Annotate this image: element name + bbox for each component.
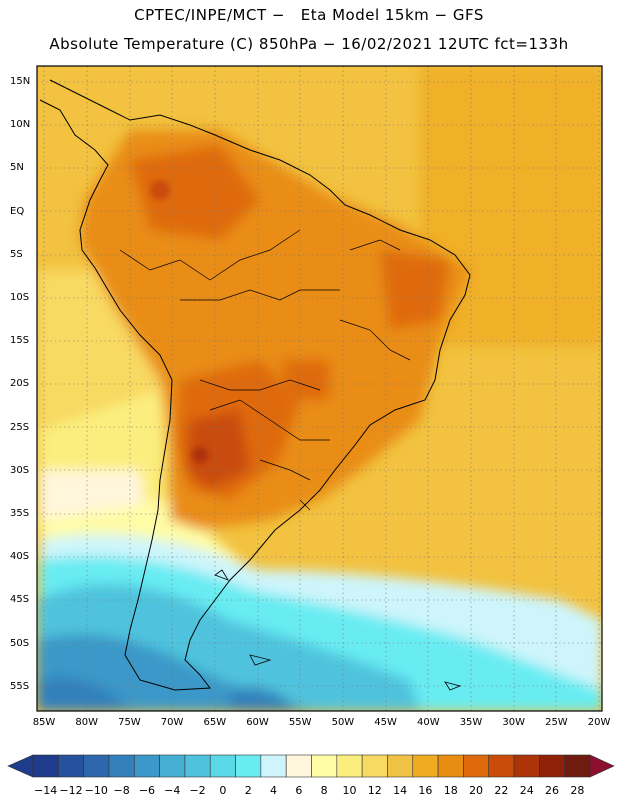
colorbar-swatch	[513, 754, 540, 778]
colorbar-swatch	[437, 754, 464, 778]
colorbar-label: 8	[320, 784, 328, 797]
colorbar-swatch	[463, 754, 490, 778]
colorbar-label: 16	[418, 784, 433, 797]
colorbar-swatch	[159, 754, 186, 778]
coastline	[39, 79, 471, 691]
colorbar-swatch	[235, 754, 262, 778]
colorbar-swatch	[361, 754, 388, 778]
title-line-1: CPTEC/INPE/MCT − Eta Model 15km − GFS	[134, 6, 484, 24]
colorbar-label: −4	[164, 784, 181, 797]
colorbar-swatch	[336, 754, 363, 778]
lon-label-60w: 60W	[246, 717, 269, 728]
colorbar-swatch	[539, 754, 565, 778]
lat-label-50s: 50S	[10, 637, 30, 649]
colorbar-swatch	[311, 754, 338, 778]
colorbar-arrow-right	[589, 754, 615, 778]
colorbar-label: 14	[393, 784, 408, 797]
title-line-2: Absolute Temperature (C) 850hPa − 16/02/…	[49, 35, 569, 53]
colorbar-label: −14	[34, 784, 58, 797]
lon-label-25w: 25W	[545, 717, 568, 728]
colorbar-label: −12	[59, 784, 83, 797]
lat-label-5n: 5N	[10, 162, 24, 174]
colorbar-label: 10	[342, 784, 357, 797]
colorbar-swatch	[58, 754, 84, 778]
colorbar-label: −8	[113, 784, 130, 797]
islands	[214, 569, 462, 691]
lat-label-40s: 40S	[10, 551, 30, 563]
lon-label-85w: 85W	[32, 717, 56, 728]
colorbar-label: 6	[295, 784, 303, 797]
lat-label-5s: 5S	[10, 248, 23, 260]
lat-label-10s: 10S	[10, 292, 30, 303]
lat-label-15n: 15N	[10, 76, 31, 87]
lat-label-45s: 45S	[10, 594, 30, 606]
colorbar-swatch	[260, 754, 287, 778]
lat-label-eq: EQ	[10, 205, 25, 217]
colorbar-label: 12	[367, 784, 382, 797]
lon-label-30w: 30W	[502, 717, 525, 728]
lon-label-80w: 80W	[75, 717, 98, 728]
colorbar-swatch	[412, 754, 439, 778]
colorbar	[7, 754, 615, 778]
colorbar-arrow-left	[7, 754, 34, 778]
colorbar-swatch	[83, 754, 110, 778]
lat-label-35s: 35S	[10, 508, 30, 519]
lat-label-10n: 10N	[10, 119, 31, 131]
colorbar-swatch	[387, 754, 414, 778]
colorbar-swatch	[285, 754, 312, 778]
colorbar-label: 26	[545, 784, 560, 797]
lat-label-15s: 15S	[10, 335, 30, 347]
map-frame	[36, 65, 603, 712]
lon-label-65w: 65W	[203, 717, 227, 728]
lon-label-55w: 55W	[288, 717, 312, 728]
colorbar-label: 4	[270, 784, 278, 797]
lat-label-20s: 20S	[10, 378, 30, 390]
colorbar-label: −2	[189, 784, 206, 797]
colorbar-swatch	[184, 754, 211, 778]
country-borders	[119, 229, 411, 511]
colorbar-label: 20	[469, 784, 484, 797]
lon-label-50w: 50W	[331, 717, 355, 728]
lat-label-30s: 30S	[10, 464, 30, 476]
lon-label-70w: 70W	[160, 717, 184, 728]
colorbar-swatch	[108, 754, 135, 778]
colorbar-label: 2	[244, 784, 252, 797]
lon-label-40w: 40W	[416, 717, 440, 728]
temperature-field	[37, 66, 602, 711]
lon-label-20w: 20W	[587, 717, 611, 728]
lat-label-55s: 55S	[10, 680, 30, 692]
lon-label-45w: 45W	[374, 717, 397, 728]
colorbar-label: 28	[570, 784, 585, 797]
colorbar-label: 24	[519, 784, 534, 797]
colorbar-label: 18	[443, 784, 458, 797]
lon-label-35w: 35W	[459, 717, 483, 728]
colorbar-label: 22	[494, 784, 509, 797]
colorbar-label: 0	[219, 784, 227, 797]
colorbar-swatch	[133, 754, 160, 778]
lat-label-25s: 25S	[10, 421, 30, 433]
colorbar-swatch	[32, 754, 59, 778]
colorbar-label: −10	[84, 784, 108, 797]
colorbar-swatch	[564, 754, 591, 778]
colorbar-swatch	[209, 754, 236, 778]
colorbar-label: −6	[138, 784, 156, 797]
lon-label-75w: 75W	[118, 717, 141, 728]
colorbar-swatch	[488, 754, 515, 778]
